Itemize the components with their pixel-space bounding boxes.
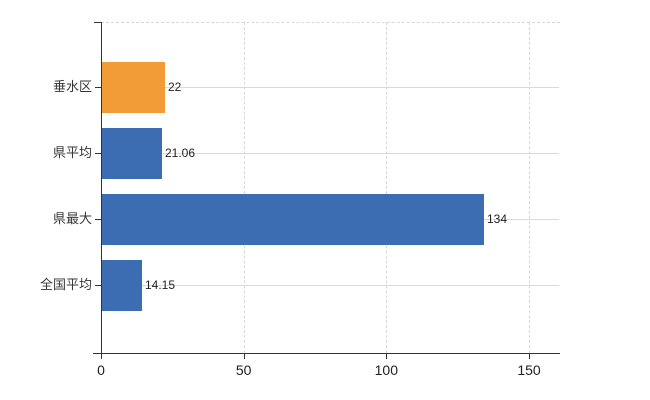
value-label-row-2: 134 xyxy=(487,212,508,226)
category-tick-1 xyxy=(95,153,101,154)
x-axis-tick-label-100: 100 xyxy=(374,362,398,378)
x-axis-tick-label-50: 50 xyxy=(235,362,252,378)
row-gridline-1 xyxy=(101,153,559,154)
value-label-row-1: 21.06 xyxy=(165,146,196,160)
row-gridline-3 xyxy=(101,285,559,286)
bar-row-3 xyxy=(102,260,142,311)
x-axis-tick-150 xyxy=(529,353,530,359)
category-label-0: 垂水区 xyxy=(52,79,92,94)
category-tick-3 xyxy=(95,285,101,286)
bar-row-1 xyxy=(102,128,162,179)
category-label-2: 県最大 xyxy=(52,211,92,226)
y-axis-top-tick xyxy=(94,22,101,23)
x-axis-tick-100 xyxy=(386,353,388,359)
y-axis-line xyxy=(101,22,102,358)
category-tick-2 xyxy=(95,219,101,220)
value-label-row-0: 22 xyxy=(168,80,182,94)
x-axis-line xyxy=(93,353,560,354)
bar-row-0 xyxy=(102,62,165,113)
plot-top-gridline xyxy=(101,22,560,23)
x-axis-tick-0 xyxy=(101,353,102,359)
x-axis-tick-50 xyxy=(243,353,245,359)
x-axis-tick-label-0: 0 xyxy=(97,362,105,378)
bar-row-2 xyxy=(102,194,484,245)
row-gridline-0 xyxy=(101,87,559,88)
category-tick-0 xyxy=(95,87,101,88)
x-gridline-100 xyxy=(386,22,388,353)
x-gridline-50 xyxy=(243,22,245,353)
value-label-row-3: 14.15 xyxy=(145,278,176,292)
x-gridline-150 xyxy=(529,22,530,353)
x-axis-tick-label-150: 150 xyxy=(517,362,541,378)
category-label-3: 全国平均 xyxy=(39,277,92,292)
category-label-1: 県平均 xyxy=(52,145,92,160)
